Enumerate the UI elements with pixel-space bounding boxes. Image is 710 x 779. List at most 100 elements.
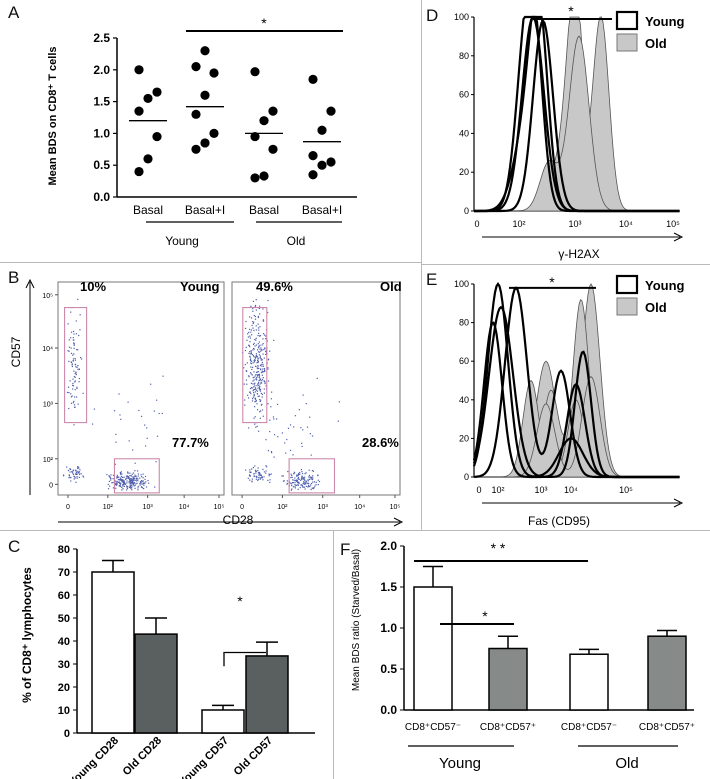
chart-b-event <box>257 368 259 370</box>
chart-e-legend-young: Young <box>645 278 685 293</box>
chart-b-event <box>254 387 257 389</box>
chart-b-event <box>258 374 260 376</box>
chart-b-event <box>254 469 257 471</box>
chart-b-event <box>262 343 264 345</box>
chart-b-event <box>300 478 303 480</box>
chart-b-event <box>259 473 261 476</box>
chart-b-event <box>71 395 73 397</box>
chart-b-event <box>304 480 306 482</box>
chart-b-event <box>301 470 303 473</box>
chart-b-event <box>255 339 257 341</box>
chart-b-event <box>259 400 261 403</box>
chart-b-event <box>270 473 272 475</box>
chart-b-event <box>305 483 307 485</box>
chart-b-event <box>282 475 284 477</box>
chart-b-event <box>253 475 255 477</box>
chart-b-event <box>128 480 130 483</box>
chart-e-xlabel: Fas (CD95) <box>528 514 590 528</box>
chart-f-xtick-label: CD8⁺CD57⁻ <box>405 722 461 733</box>
chart-b-event <box>117 479 120 481</box>
chart-a-point <box>259 116 269 126</box>
chart-b-event <box>153 410 155 412</box>
chart-b-event <box>244 404 246 406</box>
chart-b-event <box>302 394 304 396</box>
chart-b-event <box>253 329 255 332</box>
chart-b-event <box>143 482 145 484</box>
chart-b-event <box>255 325 257 327</box>
chart-b-event <box>254 305 256 307</box>
chart-b-event <box>250 351 252 353</box>
chart-b-event <box>259 477 261 479</box>
chart-b-event <box>256 379 258 381</box>
chart-b-event <box>311 470 314 472</box>
chart-b-event <box>248 391 251 393</box>
chart-b-event <box>115 441 117 443</box>
chart-b-event <box>256 409 259 411</box>
chart-b-event <box>135 477 138 480</box>
chart-b-event <box>68 477 70 479</box>
chart-b-event <box>67 350 69 352</box>
chart-b-event <box>268 473 270 475</box>
chart-b-event <box>156 435 159 437</box>
chart-b-event <box>313 487 315 489</box>
chart-b-event <box>305 480 307 482</box>
chart-b-event <box>255 377 257 380</box>
chart-b-event <box>262 371 264 373</box>
chart-b-event <box>119 472 122 474</box>
chart-b-event <box>291 481 294 484</box>
chart-b-event <box>315 484 317 486</box>
chart-b-xtick-label: 10³ <box>318 504 329 511</box>
chart-b-event <box>78 368 81 371</box>
chart-b-event <box>109 476 111 478</box>
chart-b-event <box>252 300 255 303</box>
chart-b-event <box>129 481 132 483</box>
chart-b-event <box>116 483 118 485</box>
chart-b-event <box>142 483 144 485</box>
chart-b-event <box>300 479 302 481</box>
chart-b-event <box>72 360 75 362</box>
chart-b-event <box>249 479 251 481</box>
chart-b-event <box>71 364 73 366</box>
chart-b-event <box>128 482 130 484</box>
chart-b-event <box>74 363 76 365</box>
chart-b-event <box>257 371 260 373</box>
chart-b-event <box>132 482 134 484</box>
chart-b-event <box>121 473 123 475</box>
chart-b-young-upper-pct: 10% <box>80 279 106 294</box>
chart-b-event <box>310 482 313 485</box>
chart-b-event <box>261 359 263 361</box>
chart-b-event <box>276 403 279 405</box>
chart-f-group-young: Young <box>439 755 481 772</box>
chart-b-event <box>277 436 279 438</box>
chart-b-event <box>268 475 270 477</box>
chart-b-event <box>144 475 147 478</box>
chart-e-xtick-label: 10³ <box>534 485 547 495</box>
chart-b-event <box>75 472 77 474</box>
chart-b-event <box>252 362 254 364</box>
chart-a-point <box>209 128 219 138</box>
chart-b-event <box>269 481 271 484</box>
chart-b-event <box>307 486 309 488</box>
chart-b-event <box>281 475 283 477</box>
chart-b-event <box>267 367 269 369</box>
chart-b-event <box>263 371 265 373</box>
chart-b-event <box>248 427 250 429</box>
chart-b-event <box>258 384 260 387</box>
chart-c-bar <box>245 655 289 734</box>
chart-b-event <box>73 339 75 341</box>
chart-b-event <box>77 470 79 473</box>
chart-e-sig-star: * <box>549 274 555 290</box>
chart-b-event <box>259 348 261 350</box>
chart-b-event <box>108 475 110 477</box>
chart-b-event <box>119 485 122 487</box>
chart-b-event <box>255 355 258 358</box>
chart-b-event <box>305 472 307 474</box>
chart-b-event <box>292 479 294 481</box>
chart-d-xtick-label: 0 <box>474 219 479 229</box>
chart-b-event <box>128 476 130 478</box>
chart-b-event <box>257 323 259 325</box>
chart-d-ytick-label: 0 <box>464 206 469 216</box>
chart-c-ytick-label: 40 <box>58 636 70 648</box>
chart-b-event <box>71 471 73 473</box>
chart-b-xtick-label: 10⁵ <box>214 504 225 511</box>
